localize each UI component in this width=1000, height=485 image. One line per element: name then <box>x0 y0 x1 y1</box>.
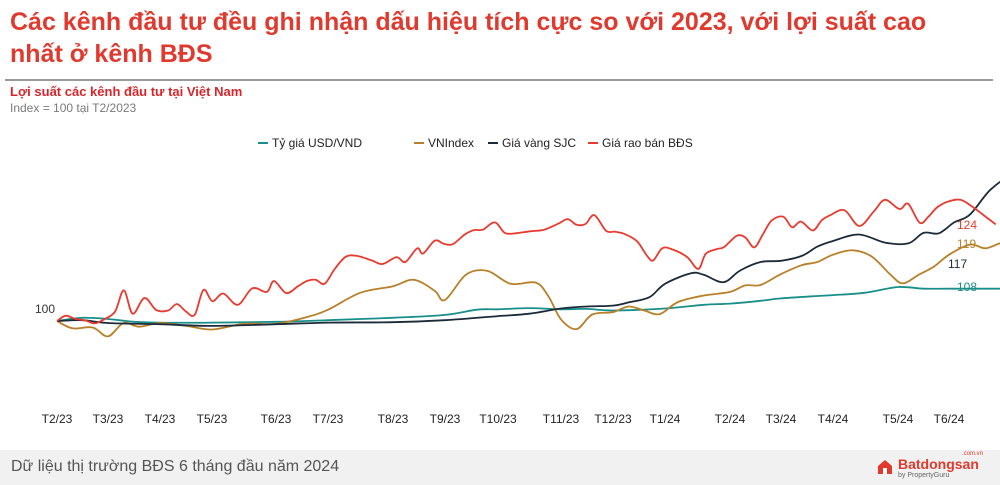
chart-subtitle: Index = 100 tại T2/2023 <box>10 101 137 115</box>
x-tick-label: T6/24 <box>934 412 965 426</box>
logo-domain: .com.vn <box>962 451 984 457</box>
logo-brand: Batdongsan <box>898 456 979 472</box>
series-end-label: 119 <box>957 237 976 251</box>
x-tick-label: T6/23 <box>261 412 292 426</box>
legend-label: VNIndex <box>428 136 474 150</box>
x-tick-label: T5/23 <box>197 412 228 426</box>
legend-label: Tỷ giá USD/VND <box>272 136 362 150</box>
series-line <box>56 180 1000 327</box>
x-tick-label: T9/23 <box>430 412 461 426</box>
x-tick-label: T10/23 <box>479 412 517 426</box>
house-icon <box>878 460 892 474</box>
series-end-label: 117 <box>948 257 967 271</box>
x-tick-label: T2/24 <box>715 412 746 426</box>
series-line <box>56 285 1000 324</box>
x-tick-label: T2/23 <box>42 412 73 426</box>
x-tick-label: T5/24 <box>883 412 914 426</box>
x-tick-label: T3/24 <box>766 412 797 426</box>
brand-logo: Batdongsan by PropertyGuru .com.vn <box>876 451 986 481</box>
x-tick-label: T12/23 <box>594 412 632 426</box>
x-tick-label: T7/23 <box>313 412 344 426</box>
x-tick-label: T4/23 <box>145 412 176 426</box>
footer-bar: Dữ liệu thị trường BĐS 6 tháng đầu năm 2… <box>0 450 1000 485</box>
series-line <box>56 198 997 325</box>
series-line <box>56 242 1000 338</box>
start-value-label: 100 <box>35 302 55 316</box>
line-chart: T2/23 T3/23 T4/23 T5/23 T6/23 T7/23 T8/23 T9/23… <box>35 136 1000 426</box>
series-end-label: 124 <box>957 218 977 232</box>
legend-label: Giá rao bán BĐS <box>602 136 693 150</box>
x-tick-label: T8/23 <box>378 412 409 426</box>
x-tick-label: T11/23 <box>543 412 580 426</box>
x-tick-label: T3/23 <box>93 412 124 426</box>
logo-tagline: by PropertyGuru <box>898 472 950 479</box>
chart-title: Lợi suất các kênh đầu tư tại Việt Nam <box>10 84 243 99</box>
x-tick-label: T1/24 <box>650 412 681 426</box>
legend-label: Giá vàng SJC <box>502 136 576 150</box>
series-end-label: 108 <box>957 280 977 294</box>
headline: Các kênh đầu tư đều ghi nhận dấu hiệu tí… <box>10 8 927 68</box>
chart-panel <box>5 79 993 451</box>
x-tick-label: T4/24 <box>818 412 849 426</box>
footer-text: Dữ liệu thị trường BĐS 6 tháng đầu năm 2… <box>11 458 340 475</box>
